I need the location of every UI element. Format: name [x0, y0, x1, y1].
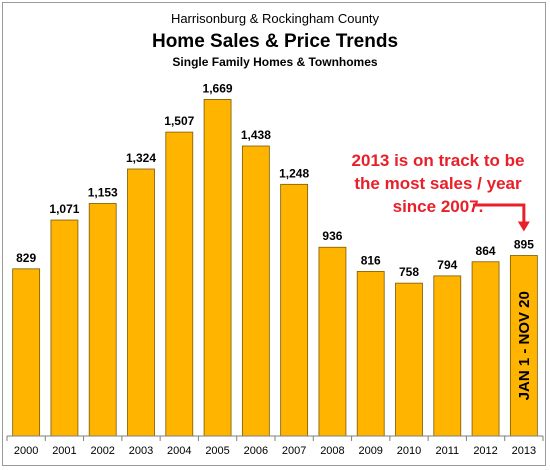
bar-2005 — [203, 99, 232, 437]
data-label-2005: 1,669 — [203, 81, 233, 95]
x-tick-label-2004: 2004 — [167, 445, 191, 457]
data-label-2004: 1,507 — [164, 114, 194, 128]
bar-2007 — [280, 183, 309, 437]
bar-2009 — [356, 271, 385, 437]
annotation-arrowhead — [517, 221, 530, 232]
x-tick-label-2003: 2003 — [129, 445, 153, 457]
bar-2004 — [165, 131, 194, 437]
x-tick-label-2005: 2005 — [205, 445, 229, 457]
x-tick-label-2009: 2009 — [358, 445, 382, 457]
bar-2003 — [127, 168, 155, 437]
data-label-2007: 1,248 — [279, 166, 309, 180]
annotation-arrow — [473, 203, 526, 224]
data-label-2009: 816 — [361, 253, 381, 267]
data-label-2011: 794 — [437, 258, 457, 272]
x-tick-label-2000: 2000 — [14, 445, 38, 457]
bar-period-label: JAN 1 - NOV 20 — [516, 291, 533, 400]
bar-2000 — [12, 268, 41, 437]
data-label-2010: 758 — [399, 265, 419, 279]
x-tick-label-2011: 2011 — [435, 445, 459, 457]
bar-2008 — [318, 246, 347, 437]
annotation-line-3: since 2007. — [393, 197, 484, 216]
x-tick-label-2007: 2007 — [282, 445, 306, 457]
x-tick-label-2013: 2013 — [512, 445, 536, 457]
bar-2001 — [50, 219, 79, 437]
chart-supertitle: Harrisonburg & Rockingham County — [171, 11, 380, 26]
x-tick-label-2008: 2008 — [320, 445, 344, 457]
data-label-2012: 864 — [476, 244, 496, 258]
chart-subtitle: Single Family Homes & Townhomes — [172, 55, 377, 69]
data-label-2000: 829 — [16, 251, 36, 265]
bar-2011 — [433, 275, 462, 437]
data-label-2006: 1,438 — [241, 128, 271, 142]
data-label-2013: 895 — [514, 238, 534, 252]
x-tick-label-2002: 2002 — [90, 445, 114, 457]
data-label-2008: 936 — [322, 229, 342, 243]
bar-2002 — [88, 203, 117, 437]
annotation-line-1: 2013 is on track to be — [352, 151, 525, 170]
data-label-2002: 1,153 — [88, 185, 118, 199]
data-label-2003: 1,324 — [126, 151, 156, 165]
x-tick-label-2006: 2006 — [244, 445, 268, 457]
bar-2012 — [471, 261, 500, 437]
x-tick-label-2010: 2010 — [397, 445, 421, 457]
x-tick-label-2001: 2001 — [52, 445, 76, 457]
bar-chart: Harrisonburg & Rockingham County Home Sa… — [6, 11, 544, 457]
bar-2010 — [395, 282, 423, 437]
chart-title: Home Sales & Price Trends — [152, 31, 398, 52]
annotation-line-2: the most sales / year — [354, 174, 522, 193]
bar-2006 — [241, 145, 270, 437]
bar-2013 — [509, 255, 538, 437]
x-tick-label-2012: 2012 — [473, 445, 497, 457]
data-label-2001: 1,071 — [49, 202, 79, 216]
chart-frame: Harrisonburg & Rockingham County Home Sa… — [2, 2, 546, 466]
